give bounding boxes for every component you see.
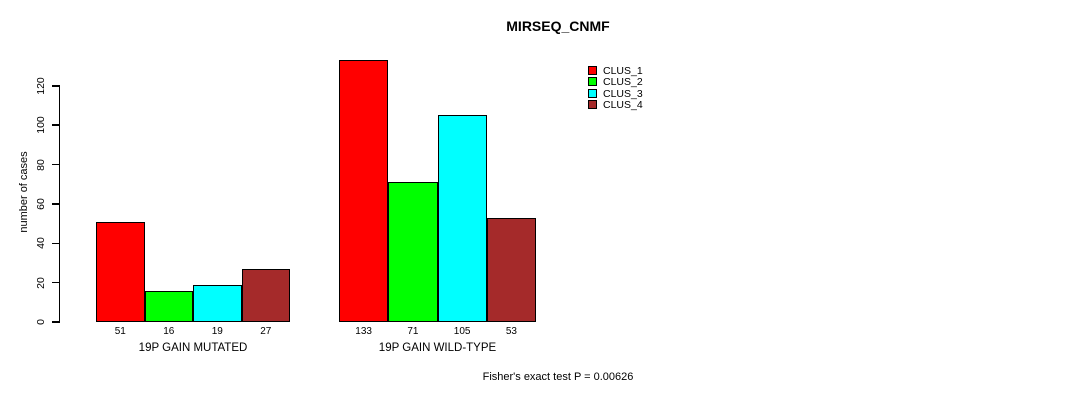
legend-swatch-clus_3 — [588, 88, 597, 98]
y-axis-tick — [51, 321, 60, 323]
group-label: 19P GAIN MUTATED — [138, 342, 248, 354]
legend-label-clus_1: CLUS_1 — [603, 65, 643, 77]
group-label: 19P GAIN WILD-TYPE — [378, 342, 497, 354]
y-axis-tick-label: 120 — [35, 77, 47, 95]
bar-clus_4-group1 — [241, 268, 290, 322]
bar-clus_3-group2 — [437, 115, 487, 322]
bar-value-label: 16 — [163, 326, 175, 337]
bar-clus_3-group1 — [193, 284, 242, 322]
bar-clus_2-group1 — [144, 290, 193, 322]
y-axis-tick-label: 0 — [35, 319, 47, 325]
legend-swatch-clus_2 — [588, 77, 597, 87]
y-axis-tick — [51, 281, 60, 284]
y-axis-tick-label: 100 — [35, 116, 47, 134]
y-axis-tick-label: 80 — [35, 158, 47, 171]
legend-label-clus_4: CLUS_4 — [603, 99, 643, 112]
legend-label-clus_2: CLUS_2 — [603, 76, 643, 89]
y-axis-tick — [51, 242, 60, 245]
bar-clus_1-group2 — [339, 60, 389, 322]
y-axis-tick-label: 20 — [35, 276, 47, 289]
y-axis-tick — [51, 124, 60, 126]
y-axis-tick — [51, 203, 60, 205]
bar-clus_4-group2 — [486, 217, 536, 322]
chart-title: MIRSEQ_CNMF — [506, 18, 610, 34]
bar-value-label: 133 — [355, 326, 372, 337]
legend-swatch-clus_4 — [588, 100, 597, 110]
bar-value-label: 105 — [453, 326, 471, 337]
bar-value-label: 53 — [505, 326, 517, 337]
y-axis-title: number of cases — [18, 151, 30, 233]
y-axis-tick-label: 60 — [35, 198, 47, 210]
y-axis-tick-label: 40 — [35, 237, 47, 250]
annotation-text: Fisher's exact test P = 0.00626 — [482, 371, 634, 383]
bar-clus_1-group1 — [96, 221, 145, 322]
y-axis-tick — [51, 85, 60, 87]
bar-value-label: 27 — [260, 326, 272, 337]
bar-value-label: 71 — [407, 326, 419, 337]
bar-value-label: 51 — [114, 326, 126, 337]
y-axis-tick — [51, 163, 60, 166]
legend-label-clus_3: CLUS_3 — [603, 87, 643, 100]
legend-swatch-clus_1 — [588, 66, 597, 75]
bar-value-label: 19 — [211, 326, 223, 337]
bar-clus_2-group2 — [388, 182, 438, 322]
